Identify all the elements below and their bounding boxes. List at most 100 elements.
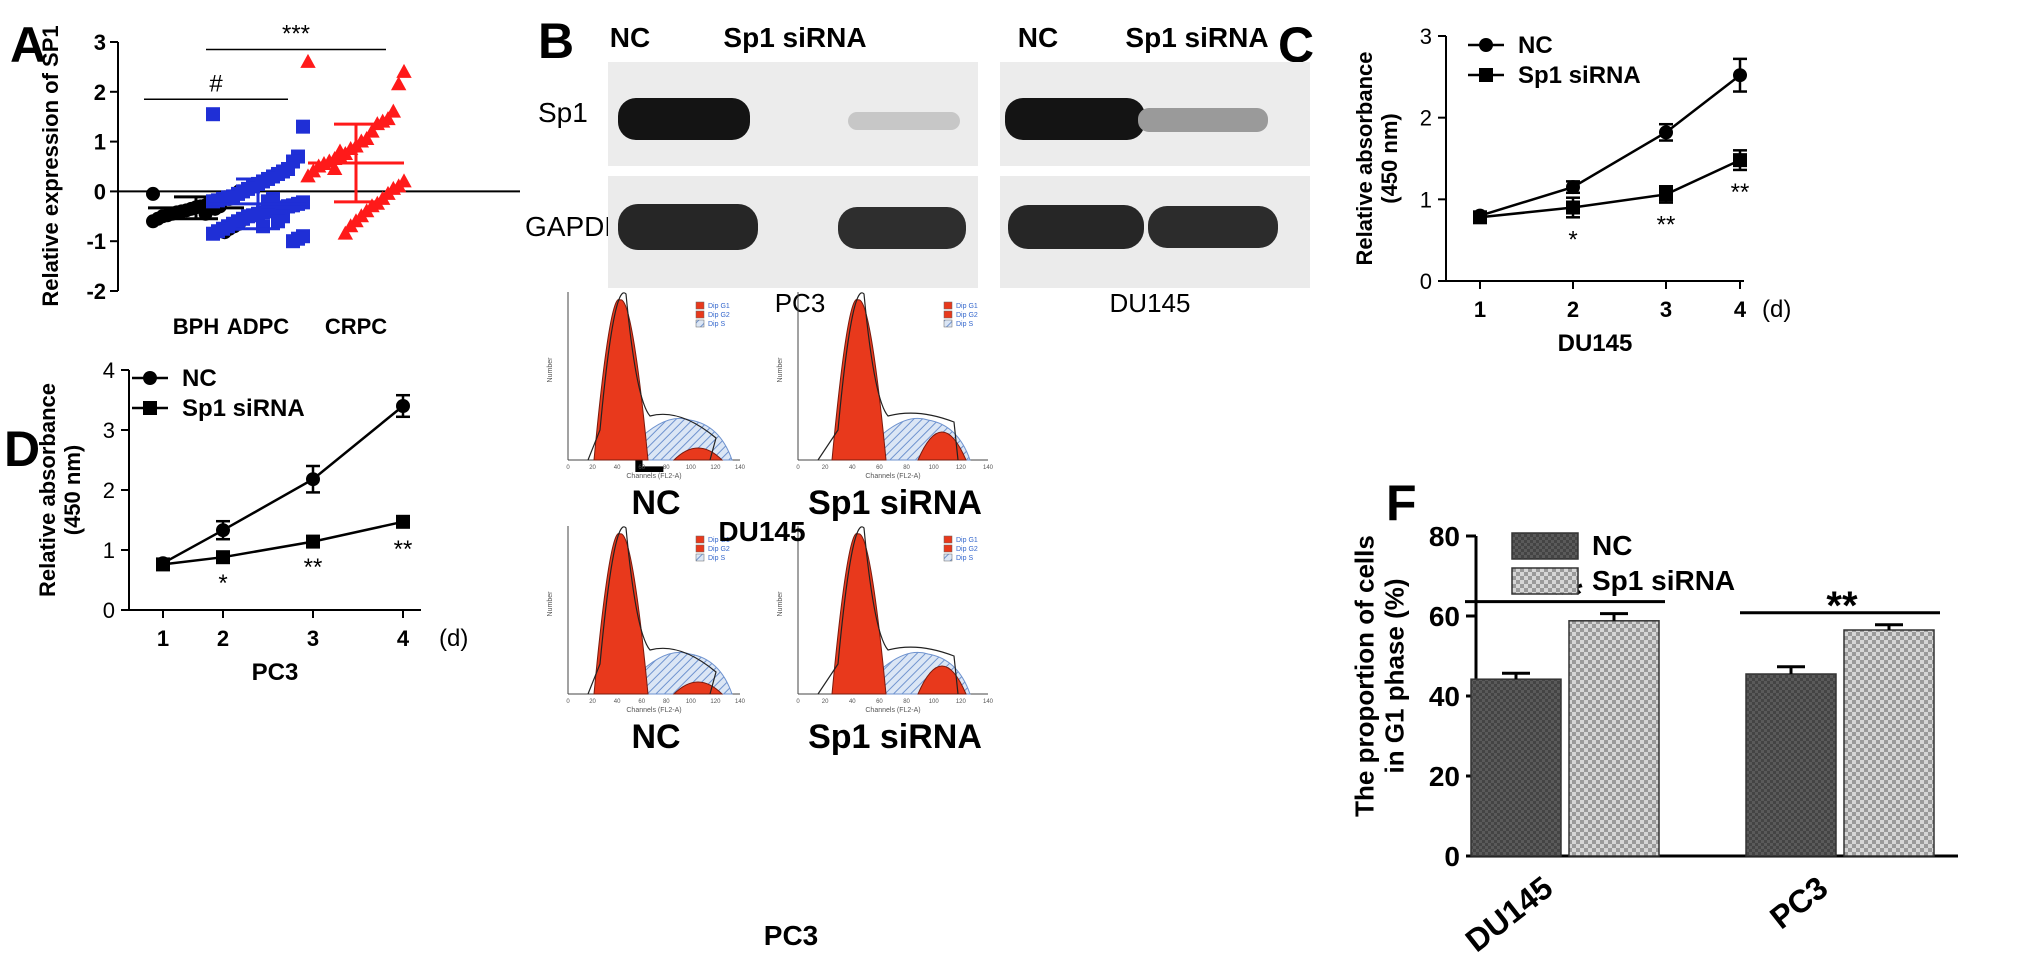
d-significance-marker: * <box>218 570 227 597</box>
a-x-tick-label: BPH <box>173 314 219 339</box>
e-legend-swatch <box>695 535 705 544</box>
e-legend-swatch <box>695 544 705 553</box>
c-x-tick-label: 2 <box>1567 297 1579 322</box>
a-x-tick-label: CRPC <box>325 314 387 339</box>
a-significance-marker: # <box>209 70 223 97</box>
cell-line-label-pc3: PC3 <box>775 288 826 318</box>
c-series-line-nc <box>1479 74 1741 217</box>
panel-f-bar-chart: 0 20 40 60 80 The proportion of cellsin G1 ph… <box>1350 521 1958 959</box>
e-plot-x-tick-label: 40 <box>849 699 856 705</box>
e-plot-x-tick-label: 120 <box>710 465 721 471</box>
panel-d-line-chart: 0 1 2 3 4 1 2 3 4 (d) PC3 Relative absorbance(450 n… <box>35 358 468 686</box>
c-data-point <box>1566 180 1580 195</box>
e-legend-swatch <box>943 535 953 544</box>
a-y-tick-label: -2 <box>86 279 106 304</box>
band-gapdh-nc-pc3 <box>618 204 758 250</box>
c-y-tick-label: 0 <box>1420 269 1432 294</box>
d-y-tick-label: 3 <box>103 418 115 443</box>
e-cell-line-label: DU145 <box>718 516 805 547</box>
a-data-point <box>271 214 285 229</box>
f-y-tick-label: 20 <box>1429 761 1460 792</box>
panel-b-western-blot: NC Sp1 siRNA NC Sp1 siRNA Sp1 GAPDH PC3 … <box>525 22 1310 318</box>
f-y-tick-label: 40 <box>1429 681 1460 712</box>
f-x-tick-label: PC3 <box>1763 869 1834 936</box>
e-legend-label: Dip G2 <box>708 546 730 553</box>
f-legend-swatch <box>1511 567 1579 595</box>
a-data-point <box>390 76 407 91</box>
d-data-point <box>216 523 230 538</box>
e-plot-x-label: Channels (FL2-A) <box>626 473 681 480</box>
e-plot-x-tick-label: 140 <box>983 465 994 471</box>
e-histogram-outline <box>587 292 717 461</box>
e-g2-peak <box>672 447 724 461</box>
e-plot-x-tick-label: 60 <box>638 465 645 471</box>
e-histogram-outline <box>817 292 959 461</box>
e-legend-label: Dip G1 <box>708 303 730 310</box>
c-x-axis-label: DU145 <box>1558 330 1633 357</box>
e-legend-swatch <box>695 301 705 310</box>
d-data-point <box>156 557 170 572</box>
d-x-unit: (d) <box>439 625 468 652</box>
e-histogram-outline <box>587 526 717 695</box>
c-data-point <box>1659 125 1673 140</box>
d-y-tick-label: 0 <box>103 598 115 623</box>
e-plot-x-tick-label: 80 <box>903 699 910 705</box>
e-plot-x-tick-label: 100 <box>929 699 940 705</box>
e-plot-x-tick-label: 100 <box>686 465 697 471</box>
d-significance-marker: ** <box>394 536 413 563</box>
f-y-axis-label: The proportion of cellsin G1 phase (%) <box>1350 535 1410 817</box>
a-y-tick-label: 3 <box>94 30 106 55</box>
e-plot-y-label: Number <box>547 591 554 617</box>
d-legend-marker <box>143 401 157 415</box>
e-group-label: NC <box>631 484 680 522</box>
e-plot-x-label: Channels (FL2-A) <box>626 707 681 714</box>
d-data-point <box>396 514 410 529</box>
panel-a-scatter: -2 -1 0 1 2 3 Relative expression of SP1 BPH ADP… <box>38 20 520 339</box>
a-y-tick-label: 0 <box>94 179 106 204</box>
e-plot-x-label: Channels (FL2-A) <box>865 707 920 714</box>
e-plot-x-tick-label: 0 <box>796 465 800 471</box>
band-sp1-nc-pc3 <box>618 98 750 140</box>
c-x-tick-label: 4 <box>1734 297 1747 322</box>
f-y-tick-label: 0 <box>1444 841 1460 872</box>
e-plot-x-tick-label: 80 <box>903 465 910 471</box>
a-data-point <box>300 168 316 183</box>
e-plot-y-label: Number <box>777 591 784 617</box>
a-data-point <box>332 143 348 158</box>
e-plot-x-tick-label: 120 <box>710 699 721 705</box>
e-plot-x-tick-label: 60 <box>638 699 645 705</box>
f-x-tick-label: DU145 <box>1459 869 1560 959</box>
f-y-tick-label: 80 <box>1429 521 1460 552</box>
e-group-label: NC <box>631 718 680 756</box>
c-legend-marker <box>1479 68 1493 82</box>
d-x-axis-label: PC3 <box>252 659 299 686</box>
e-plot-x-tick-label: 0 <box>566 465 570 471</box>
f-legend-label: Sp1 siRNA <box>1592 565 1735 596</box>
e-legend-swatch <box>943 544 953 553</box>
d-legend-label: Sp1 siRNA <box>182 395 305 422</box>
c-significance-marker: ** <box>1731 179 1750 206</box>
e-legend-swatch <box>943 310 953 319</box>
panel-letter-a: A <box>10 17 46 73</box>
lane-label-sp1sirna-1: Sp1 siRNA <box>723 22 866 53</box>
e-plot-x-tick-label: 80 <box>663 699 670 705</box>
e-g2-peak <box>917 431 967 461</box>
f-significance-marker: ** <box>1826 584 1858 628</box>
c-x-unit: (d) <box>1762 296 1791 323</box>
c-legend-label: Sp1 siRNA <box>1518 62 1641 89</box>
a-y-axis-label: Relative expression of SP1 <box>38 25 63 306</box>
e-plot-y-label: Number <box>777 357 784 383</box>
c-significance-marker: * <box>1568 226 1577 253</box>
e-plot-x-tick-label: 20 <box>589 465 596 471</box>
c-y-axis-label: Relative absorbance(450 nm) <box>1352 52 1402 266</box>
d-y-tick-label: 1 <box>103 538 115 563</box>
a-data-point <box>326 160 343 175</box>
e-plot-x-tick-label: 20 <box>589 699 596 705</box>
e-legend-label: Dip G2 <box>708 312 730 319</box>
a-y-tick-label: 2 <box>94 80 106 105</box>
e-plot-x-tick-label: 20 <box>822 465 829 471</box>
c-legend-label: NC <box>1518 32 1553 59</box>
lane-label-nc-2: NC <box>1018 22 1058 53</box>
f-y-tick-label: 60 <box>1429 601 1460 632</box>
